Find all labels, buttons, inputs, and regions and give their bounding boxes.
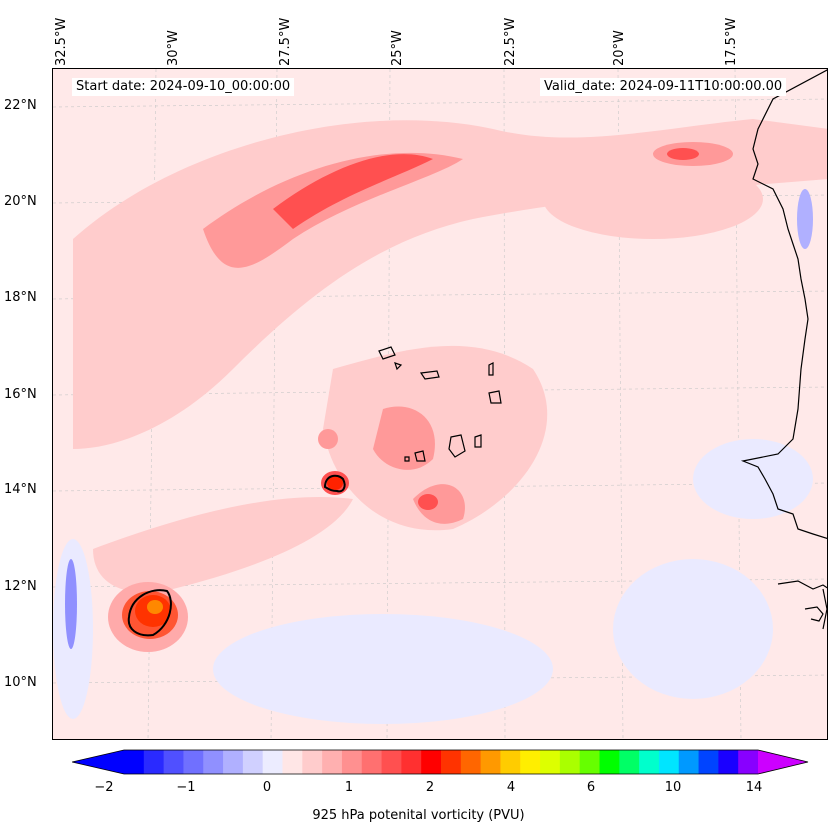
latitude-tick: 22°N	[4, 98, 37, 113]
colorbar-segment	[639, 750, 660, 774]
cape-verde-islands	[378, 346, 502, 462]
stronger-pv-bands	[203, 142, 733, 524]
colorbar-segment	[262, 750, 283, 774]
colorbar-tick-label: 10	[664, 780, 682, 795]
colorbar-segment	[658, 750, 680, 774]
colorbar-segment	[203, 750, 224, 774]
colorbar-segment	[480, 750, 501, 774]
colorbar-segment	[401, 750, 422, 774]
colorbar-segment	[441, 750, 462, 774]
start-date-label: Start date: 2024-09-10_00:00:00	[72, 78, 295, 96]
colorbar-tick-label: 14	[745, 780, 763, 795]
colorbar-segment	[619, 750, 640, 774]
colorbar-tick-label: 0	[262, 780, 272, 795]
colorbar-extend-min	[72, 750, 124, 774]
latitude-tick: 10°N	[4, 675, 37, 690]
colorbar-segment	[421, 750, 442, 774]
colorbar-tick-label: 2	[425, 780, 435, 795]
latitude-tick: 14°N	[4, 482, 37, 497]
strong-pv-cores	[273, 148, 699, 510]
colorbar-segment	[361, 750, 383, 774]
vortex-southwest	[108, 582, 188, 652]
colorbar-segment	[302, 750, 323, 774]
colorbar-tick-label: −2	[94, 780, 114, 795]
colorbar-label: 925 hPa potenital vorticity (PVU)	[312, 808, 525, 823]
african-coastline	[740, 69, 827, 540]
colorbar-segment	[599, 750, 620, 774]
vortex-central	[321, 471, 349, 495]
blue-anomaly-northeast	[797, 189, 813, 249]
longitude-tick: 22.5°W	[503, 17, 518, 66]
colorbar-segment	[718, 750, 739, 774]
colorbar-segment	[124, 750, 145, 774]
longitude-tick: 25°W	[390, 30, 405, 66]
colorbar-tick-label: 1	[344, 780, 354, 795]
colorbar-extend-max	[758, 750, 808, 774]
longitude-tick: 32.5°W	[54, 17, 69, 66]
valid-date-label: Valid_date: 2024-09-11T10:00:00.00	[540, 78, 787, 96]
colorbar-segment	[698, 750, 719, 774]
colorbar-segment	[223, 750, 244, 774]
colorbar-segment	[183, 750, 204, 774]
longitude-tick: 30°W	[166, 30, 181, 66]
colorbar-segment	[143, 750, 165, 774]
colorbar-tick-label: −1	[176, 780, 196, 795]
colorbar-tick-label: 4	[506, 780, 516, 795]
colorbar-segment	[559, 750, 581, 774]
colorbar-segment	[738, 750, 759, 774]
latitude-tick: 16°N	[4, 387, 37, 402]
colorbar-outline	[72, 749, 809, 775]
colorbar-segment	[341, 750, 363, 774]
colorbar-segment	[678, 750, 700, 774]
latitude-tick: 20°N	[4, 194, 37, 209]
colorbar-tick-label: 6	[586, 780, 596, 795]
coast-detail	[777, 580, 827, 630]
blue-anomaly-west	[65, 559, 77, 649]
colorbar-segment	[540, 750, 561, 774]
colorbar-segment	[322, 750, 343, 774]
colorbar-segment	[163, 750, 184, 774]
colorbar-segment	[282, 750, 303, 774]
colorbar-segment	[460, 750, 482, 774]
colorbar-segment	[520, 750, 541, 774]
negative-pv-regions	[53, 439, 813, 724]
longitude-tick: 27.5°W	[278, 17, 293, 66]
map-panel	[52, 68, 828, 740]
longitude-tick: 17.5°W	[724, 17, 739, 66]
pv-field-map	[53, 69, 827, 739]
latitude-tick: 18°N	[4, 290, 37, 305]
longitude-tick: 20°W	[612, 30, 627, 66]
colorbar-segment	[579, 750, 600, 774]
colorbar-segment	[500, 750, 521, 774]
colorbar-segment	[242, 750, 264, 774]
colorbar-segment	[381, 750, 402, 774]
latitude-tick: 12°N	[4, 579, 37, 594]
colorbar	[72, 749, 809, 775]
